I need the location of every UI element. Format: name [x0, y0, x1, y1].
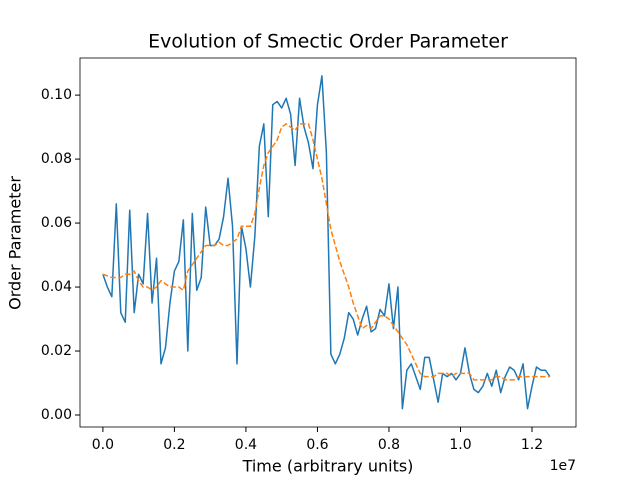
y-tick-label: 0.08: [41, 151, 72, 167]
x-tick-label: 1.2: [521, 437, 543, 453]
x-tick-label: 0.0: [92, 437, 114, 453]
x-tick-label: 0.2: [163, 437, 185, 453]
y-tick-label: 0.10: [41, 87, 72, 103]
x-tick-label: 1.0: [449, 437, 471, 453]
plot-frame: [79, 57, 577, 428]
y-tick-label: 0.06: [41, 215, 72, 231]
x-tick-label: 0.8: [378, 437, 400, 453]
y-tick-label: 0.04: [41, 279, 72, 295]
series-line: [102, 75, 551, 410]
series-line: [102, 123, 550, 381]
y-axis-label: Order Parameter: [6, 176, 25, 310]
x-axis-label: Time (arbitrary units): [242, 457, 414, 476]
y-tick-label: 0.02: [41, 343, 72, 359]
x-offset-label: 1e7: [550, 458, 576, 474]
x-tick-label: 0.4: [235, 437, 257, 453]
x-tick-label: 0.6: [306, 437, 328, 453]
chart-title: Evolution of Smectic Order Parameter: [148, 31, 508, 53]
y-tick-label: 0.00: [41, 407, 72, 423]
